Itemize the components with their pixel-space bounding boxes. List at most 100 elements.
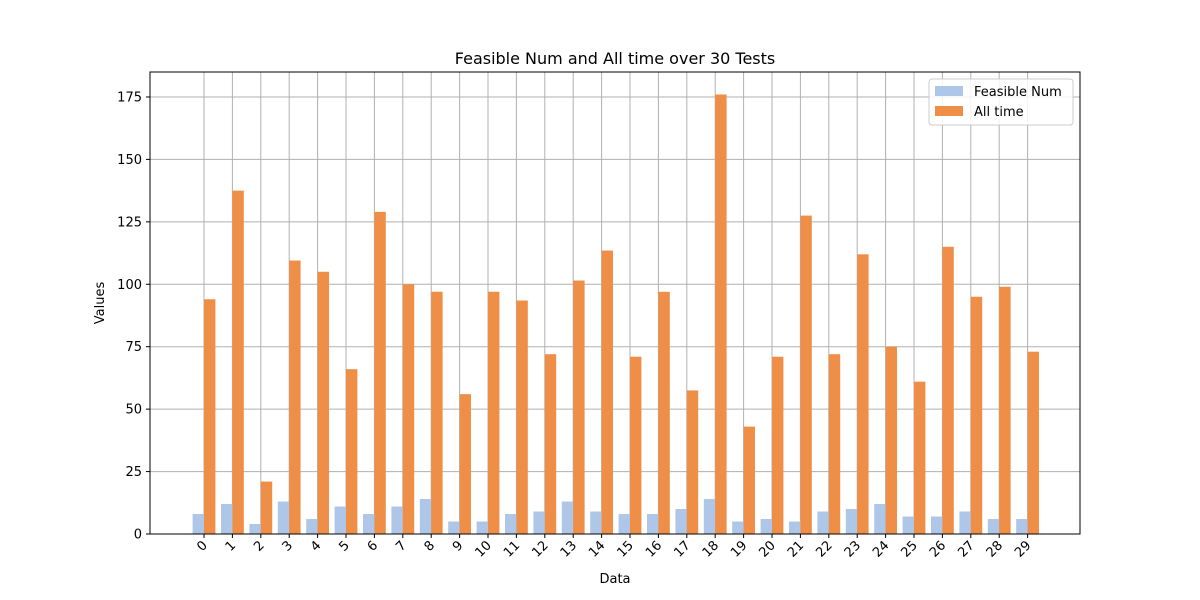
bar-all-time: All time 8: 97 xyxy=(431,291,443,534)
x-tick-label: 8 xyxy=(422,538,438,554)
bar-feasible-num: Feasible Num 11: 8 xyxy=(505,514,517,534)
bar-feasible-num: Feasible Num 25: 7 xyxy=(902,516,914,534)
bar-feasible-num: Feasible Num 3: 13 xyxy=(277,501,290,534)
bar-all-time: All time 20: 71 xyxy=(772,356,784,534)
bar-all-time: All time 5: 66 xyxy=(346,369,358,534)
x-tick-label: 3 xyxy=(280,538,296,554)
bar-all-time: All time 18: 176 xyxy=(715,94,727,534)
bar-all-time: All time 7: 100 xyxy=(402,284,415,534)
y-tick-label: 100 xyxy=(117,278,142,293)
bar-all-time: All time 10: 97 xyxy=(488,291,500,534)
bar-feasible-num: Feasible Num 12: 9 xyxy=(533,511,545,534)
bar-all-time: All time 27: 95 xyxy=(970,296,983,534)
bar-all-time: All time 4: 105 xyxy=(317,271,329,534)
bar-all-time: All time 13: 101.5 xyxy=(573,280,585,534)
bar-all-time: All time 22: 72 xyxy=(828,354,841,534)
x-tick-label: 2 xyxy=(251,538,267,554)
bar-feasible-num: Feasible Num 7: 11 xyxy=(391,506,403,534)
x-tick-label: 19 xyxy=(728,538,750,560)
x-tick-label: 15 xyxy=(615,538,637,560)
bar-feasible-num: Feasible Num 5: 11 xyxy=(334,506,346,534)
bar-all-time: All time 25: 61 xyxy=(914,381,926,534)
x-axis-label: Data xyxy=(599,572,630,587)
bars: Feasible Num 0: 8All time 0: 94 Feasible … xyxy=(192,94,1039,535)
x-tick-label: 17 xyxy=(671,538,693,560)
x-tick-label: 26 xyxy=(927,538,949,560)
bar-feasible-num: Feasible Num 13: 13 xyxy=(561,501,574,534)
bar-all-time: All time 24: 75 xyxy=(885,346,897,534)
bar-feasible-num: Feasible Num 9: 5 xyxy=(448,521,460,534)
x-tick-label: 29 xyxy=(1012,538,1034,560)
x-tick-label: 22 xyxy=(813,538,835,560)
x-tick-label: 12 xyxy=(529,538,551,560)
x-tick-label: 1 xyxy=(223,538,239,554)
bar-all-time: All time 12: 72 xyxy=(544,354,557,534)
bar-all-time: All time 26: 115 xyxy=(942,246,954,535)
x-tick-label: 20 xyxy=(757,538,779,560)
x-tick-label: 9 xyxy=(450,538,466,554)
x-tick-label: 28 xyxy=(984,538,1006,560)
x-tick-label: 13 xyxy=(558,538,580,560)
x-tick-label: 14 xyxy=(586,538,608,560)
y-tick-label: 50 xyxy=(125,403,142,418)
bar-feasible-num: Feasible Num 27: 9 xyxy=(959,511,971,534)
chart-title: Feasible Num and All time over 30 Tests xyxy=(455,49,775,68)
bar-feasible-num: Feasible Num 22: 9 xyxy=(817,511,829,534)
legend: Feasible Num All time xyxy=(928,78,1074,126)
bar-feasible-num: Feasible Num 1: 12 xyxy=(221,504,233,534)
bar-feasible-num: Feasible Num 23: 10 xyxy=(845,509,858,534)
bar-feasible-num: Feasible Num 26: 7 xyxy=(931,516,943,534)
legend-label-all-time: All time xyxy=(974,105,1024,120)
x-tick-label: 7 xyxy=(393,538,409,554)
bar-feasible-num: Feasible Num 4: 6 xyxy=(306,519,318,534)
x-tick-label: 11 xyxy=(501,538,523,560)
bar-feasible-num: Feasible Num 29: 6 xyxy=(1016,519,1028,534)
bar-feasible-num: Feasible Num 0: 8 xyxy=(192,514,204,534)
legend-frame xyxy=(928,78,1074,126)
bar-feasible-num: Feasible Num 15: 8 xyxy=(618,514,630,534)
bar-all-time: All time 9: 56 xyxy=(459,394,471,534)
bar-feasible-num: Feasible Num 28: 6 xyxy=(987,519,1000,534)
bar-feasible-num: Feasible Num 19: 5 xyxy=(732,521,744,534)
bar-all-time: All time 21: 127.5 xyxy=(800,215,812,534)
x-tick-label: 5 xyxy=(336,538,352,554)
x-tick-label: 24 xyxy=(870,538,892,560)
x-tick-label: 27 xyxy=(955,538,977,560)
y-tick-label: 150 xyxy=(117,153,142,168)
legend-swatch-feasible-num xyxy=(935,86,963,96)
bar-feasible-num: Feasible Num 24: 12 xyxy=(874,504,886,534)
x-tick-label: 0 xyxy=(194,538,210,554)
bar-feasible-num: Feasible Num 20: 6 xyxy=(760,519,772,534)
y-axis-label: Values xyxy=(93,282,108,325)
bar-all-time: All time 23: 112 xyxy=(857,254,869,534)
bar-feasible-num: Feasible Num 2: 4 xyxy=(249,524,261,534)
bar-all-time: All time 16: 97 xyxy=(658,291,670,534)
x-tick-label: 25 xyxy=(899,538,921,560)
x-tick-label: 23 xyxy=(842,538,864,560)
legend-label-feasible-num: Feasible Num xyxy=(974,85,1062,100)
bar-feasible-num: Feasible Num 21: 5 xyxy=(789,521,801,534)
plot-area-frame xyxy=(149,71,1081,535)
bar-feasible-num: Feasible Num 17: 10 xyxy=(675,509,687,534)
y-tick-label: 25 xyxy=(125,465,142,480)
bar-all-time: All time 28: 99 xyxy=(999,286,1011,534)
bar-feasible-num: Feasible Num 8: 14 xyxy=(419,499,432,534)
x-tick-label: 16 xyxy=(643,538,665,560)
x-tick-label: 21 xyxy=(785,538,807,560)
bar-all-time: All time 29: 73 xyxy=(1027,351,1039,534)
x-tick-label: 6 xyxy=(365,538,381,554)
x-tick-label: 4 xyxy=(308,538,324,554)
bar-all-time: All time 0: 94 xyxy=(204,299,216,534)
bar-feasible-num: Feasible Num 10: 5 xyxy=(476,521,488,534)
x-tick-label: 10 xyxy=(473,538,495,560)
bar-all-time: All time 6: 129 xyxy=(374,211,386,535)
bar-feasible-num: Feasible Num 18: 14 xyxy=(703,499,716,534)
y-tick-label: 175 xyxy=(117,90,142,105)
bar-all-time: All time 1: 137.5 xyxy=(232,190,244,534)
bar-all-time: All time 3: 109.5 xyxy=(289,260,301,534)
bar-all-time: All time 17: 57.5 xyxy=(686,390,699,534)
y-tick-label: 75 xyxy=(125,340,142,355)
legend-swatch-all-time xyxy=(935,106,963,116)
